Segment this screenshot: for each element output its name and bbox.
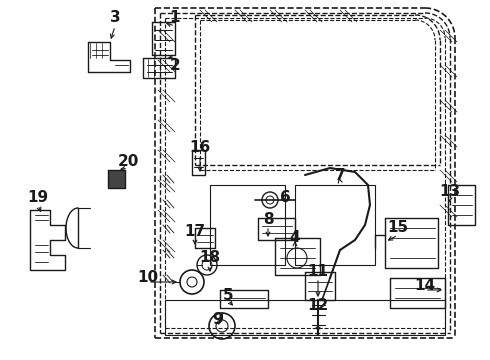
Text: 13: 13 (440, 184, 461, 199)
Text: 11: 11 (308, 265, 328, 279)
Text: 20: 20 (117, 154, 139, 170)
Bar (210, 185, 285, 265)
Text: 19: 19 (27, 190, 49, 206)
Text: 4: 4 (290, 230, 300, 246)
Text: 10: 10 (137, 270, 159, 285)
Text: 1: 1 (170, 10, 180, 26)
Text: 3: 3 (110, 10, 121, 26)
Text: 9: 9 (213, 312, 223, 328)
Text: 8: 8 (263, 212, 273, 228)
Bar (165, 300, 445, 335)
Text: 7: 7 (335, 167, 345, 183)
Text: 2: 2 (170, 58, 180, 72)
Text: 18: 18 (199, 251, 220, 266)
Text: 12: 12 (307, 297, 329, 312)
Text: 16: 16 (189, 140, 211, 156)
Bar (109, 171, 124, 187)
Text: 5: 5 (222, 288, 233, 302)
Text: 15: 15 (388, 220, 409, 235)
Text: 6: 6 (280, 190, 291, 206)
Text: 17: 17 (184, 225, 206, 239)
Bar (295, 185, 375, 265)
Text: 14: 14 (415, 278, 436, 292)
